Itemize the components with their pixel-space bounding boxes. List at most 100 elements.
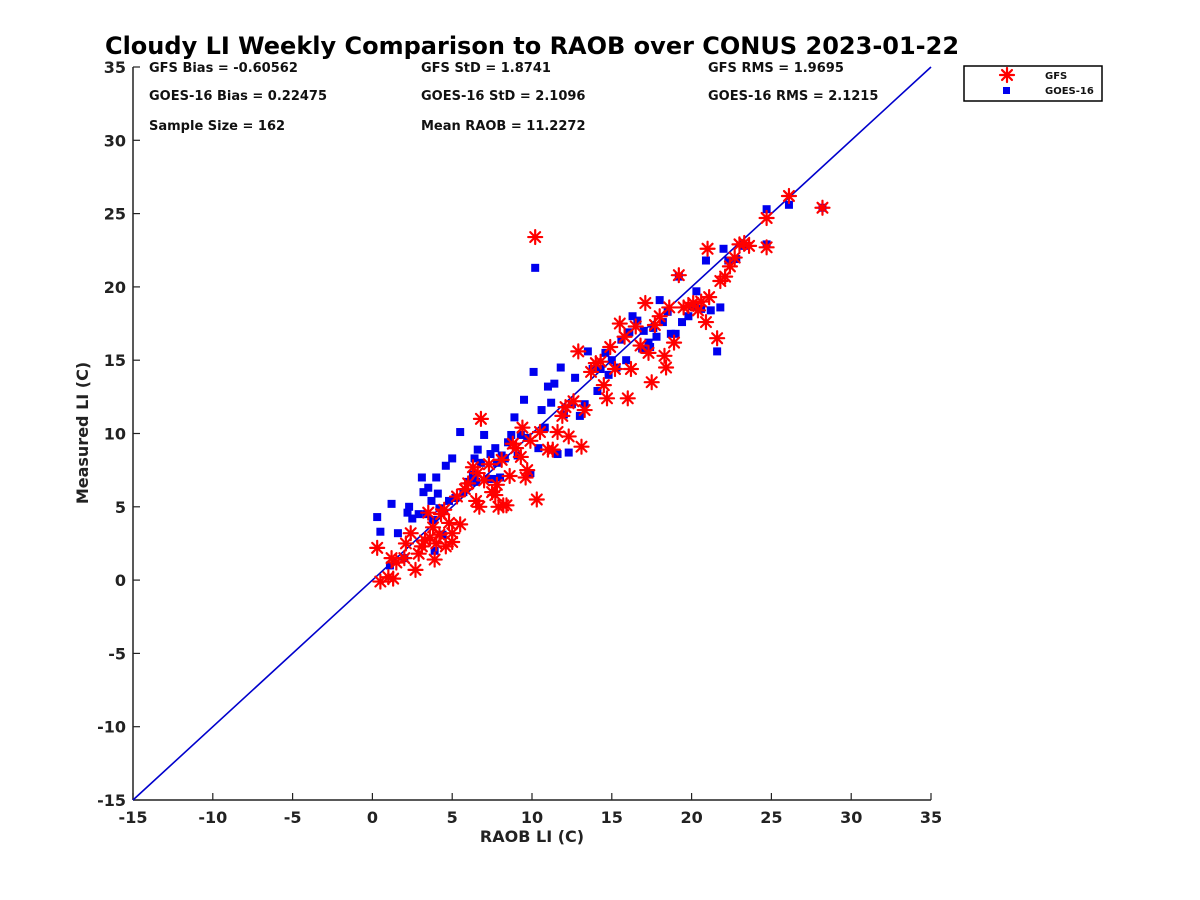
gfs-point xyxy=(420,504,437,521)
goes16-point xyxy=(516,430,525,439)
gfs-point xyxy=(616,328,633,345)
goes16-point xyxy=(701,256,710,265)
y-tick-label: 25 xyxy=(104,205,126,224)
goes16-point xyxy=(417,473,426,482)
goes16-point xyxy=(713,347,722,356)
goes16-point xyxy=(405,502,414,511)
gfs-point xyxy=(519,462,536,479)
gfs-std-text: GFS StD = 1.8741 xyxy=(421,61,551,76)
y-tick-label: 10 xyxy=(104,425,126,444)
goes16-point xyxy=(593,386,602,395)
gfs-point xyxy=(531,423,549,441)
x-tick-label: 0 xyxy=(367,808,378,827)
gfs-point xyxy=(758,239,775,256)
goes16-point xyxy=(706,306,715,315)
axis-ticks: -15 -10 -5 0 5 10 15 20 25 30 35 -15 -10 -5 0 5 10 15 20 25… xyxy=(97,58,942,827)
goes16-point xyxy=(433,489,442,498)
gfs-point xyxy=(472,410,490,427)
gfs-point xyxy=(814,199,831,216)
sample-size-text: Sample Size = 162 xyxy=(149,119,285,134)
gfs-bias-text: GFS Bias = -0.60562 xyxy=(149,61,298,76)
gfs-point xyxy=(471,498,488,515)
goes16-point xyxy=(556,363,565,372)
goes16-point xyxy=(500,454,509,463)
goes16-point xyxy=(529,367,538,376)
goes16-point xyxy=(658,318,667,327)
gfs-point xyxy=(697,313,715,331)
gfs-point xyxy=(476,472,493,489)
x-tick-label: 15 xyxy=(601,808,623,827)
goes16-point xyxy=(646,343,655,352)
gfs-point xyxy=(573,438,590,455)
gfs-point xyxy=(656,347,673,364)
goes16-point xyxy=(441,461,450,470)
legend-goes16-square-marker xyxy=(1003,87,1010,94)
x-tick-label: -15 xyxy=(119,808,148,827)
x-tick-label: -10 xyxy=(198,808,227,827)
gfs-point xyxy=(528,491,545,508)
mean-raob-text: Mean RAOB = 11.2272 xyxy=(421,119,586,134)
goes16-point xyxy=(678,318,687,327)
goes16-point xyxy=(496,473,505,482)
goes16-point xyxy=(448,454,457,463)
goes16-point xyxy=(480,430,489,439)
goes16-point xyxy=(476,458,485,467)
y-tick-label: 15 xyxy=(104,351,126,370)
gfs-point xyxy=(544,441,561,458)
x-tick-label: 10 xyxy=(521,808,543,827)
goes16-point xyxy=(489,474,498,483)
goes16-point xyxy=(784,200,793,209)
legend-gfs-label: GFS xyxy=(1045,71,1067,82)
gfs-point xyxy=(501,467,518,485)
gfs-point xyxy=(460,475,477,492)
gfs-point xyxy=(619,390,636,407)
gfs-point xyxy=(576,401,593,419)
goes16-point xyxy=(655,296,664,305)
goes16-point xyxy=(604,370,613,379)
gfs-point xyxy=(413,538,430,555)
x-tick-label: 20 xyxy=(680,808,702,827)
gfs-point xyxy=(643,374,660,391)
goes16-point xyxy=(716,303,725,312)
gfs-point xyxy=(385,570,402,587)
gfs-point xyxy=(595,377,612,394)
goes16-rms-text: GOES-16 RMS = 2.1215 xyxy=(708,89,878,104)
gfs-point xyxy=(397,535,415,552)
goes16-point xyxy=(473,445,482,454)
gfs-point xyxy=(440,514,458,532)
gfs-point xyxy=(527,228,544,246)
goes16-point xyxy=(520,395,529,404)
gfs-point xyxy=(661,299,678,316)
y-tick-label: -5 xyxy=(108,644,126,663)
gfs-point xyxy=(522,432,539,449)
goes16-point xyxy=(385,561,394,570)
goes16-point xyxy=(663,307,672,316)
goes16-point xyxy=(639,326,648,335)
gfs-point xyxy=(487,486,504,504)
goes16-point xyxy=(483,474,492,483)
goes16-point xyxy=(387,499,396,508)
gfs-point xyxy=(699,240,716,257)
goes16-point xyxy=(622,356,631,365)
gfs-point xyxy=(369,539,386,556)
gfs-point xyxy=(611,315,628,332)
goes16-point xyxy=(470,454,479,463)
legend-box xyxy=(963,65,1103,102)
goes16-point xyxy=(486,450,495,459)
goes16-point xyxy=(445,496,454,505)
gfs-point xyxy=(598,390,616,407)
y-tick-label: 0 xyxy=(115,571,126,590)
gfs-point xyxy=(560,428,577,445)
goes16-point xyxy=(491,444,500,453)
x-tick-label: -5 xyxy=(284,808,302,827)
goes16-point xyxy=(607,356,616,365)
legend-gfs-asterisk xyxy=(998,66,1016,84)
goes16-point xyxy=(547,398,556,407)
goes16-point xyxy=(393,529,402,538)
gfs-point xyxy=(665,334,683,351)
y-tick-label: 20 xyxy=(104,278,126,297)
gfs-point xyxy=(493,451,510,468)
gfs-point xyxy=(640,344,657,361)
gfs-point xyxy=(602,338,619,356)
data-points xyxy=(369,187,831,590)
